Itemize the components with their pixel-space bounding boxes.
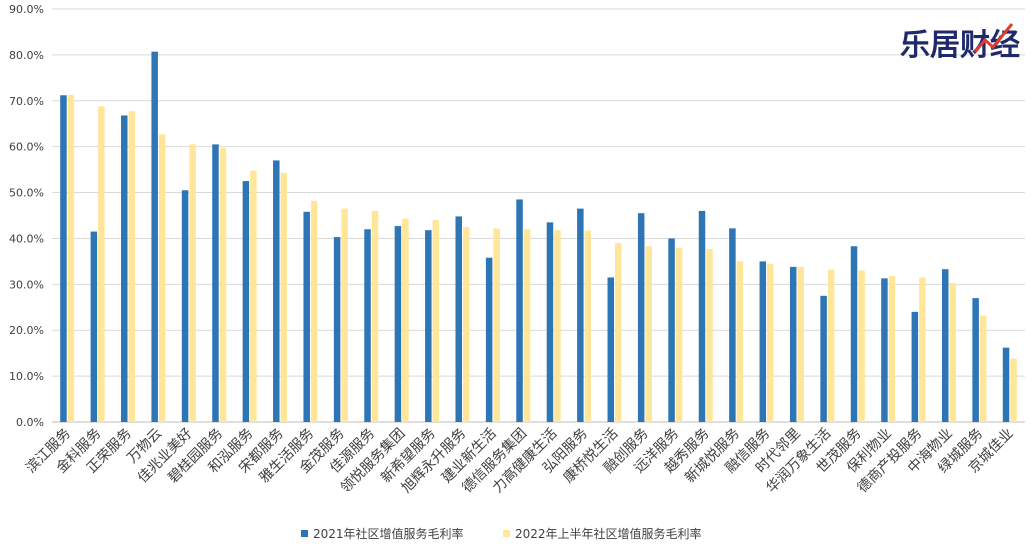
bar-series-2022h1: [371, 210, 379, 422]
bar-series-2022h1: [979, 315, 987, 422]
bar-series-2021: [668, 238, 675, 422]
bar-series-2022h1: [615, 243, 622, 422]
bar-series-2021: [820, 295, 827, 422]
bar-series-2021: [455, 216, 462, 422]
bar-series-2022h1: [250, 170, 257, 422]
bar-series-2021: [972, 298, 979, 422]
bar-series-2022h1: [554, 230, 561, 422]
legend-label: 2021年社区增值服务毛利率: [313, 526, 464, 541]
y-tick-label: 40.0%: [9, 232, 44, 245]
bar-series-2021: [759, 261, 767, 422]
y-tick-label: 60.0%: [9, 141, 44, 154]
bar-series-2021: [151, 51, 158, 422]
bar-series-2022h1: [310, 200, 318, 422]
bar-series-2021: [303, 211, 310, 422]
bar-series-2022h1: [219, 148, 227, 422]
y-tick-label: 80.0%: [9, 49, 44, 62]
bar-series-2022h1: [858, 270, 865, 422]
y-tick-label: 30.0%: [9, 278, 44, 291]
bar-series-2021: [60, 95, 67, 422]
bar-series-2022h1: [797, 266, 804, 422]
bar-series-2022h1: [736, 261, 744, 422]
bar-series-2021: [911, 311, 919, 422]
bar-series-2021: [941, 269, 949, 422]
bar-series-2022h1: [462, 226, 470, 422]
y-tick-label: 90.0%: [9, 3, 44, 16]
bar-series-2021: [1002, 347, 1010, 422]
bar-series-2022h1: [128, 111, 136, 423]
bar-series-2021: [698, 210, 706, 422]
bar-series-2021: [425, 230, 432, 422]
bar-series-2021: [729, 228, 736, 422]
bar-series-2021: [546, 222, 554, 422]
watermark-accent-icon: [973, 23, 1014, 53]
bar-series-2022h1: [919, 277, 926, 422]
gridlines: [52, 8, 1025, 423]
bar-series-2021: [485, 257, 493, 422]
y-tick-label: 50.0%: [9, 187, 44, 200]
bar-series-2022h1: [341, 208, 348, 422]
bar-series-2021: [212, 144, 219, 422]
legend-swatch: [503, 530, 510, 537]
bar-series-2021: [789, 266, 797, 422]
bar-series-2022h1: [280, 172, 288, 422]
bar-series-2021: [881, 278, 888, 422]
y-tick-label: 20.0%: [9, 324, 44, 337]
bar-series-2022h1: [888, 276, 896, 422]
bar-series-2022h1: [189, 144, 196, 422]
y-axis-ticks: 0.0% 10.0% 20.0% 30.0% 40.0% 50.0% 60.0% 70.0% 8…: [9, 3, 44, 429]
bar-series-2022h1: [675, 247, 683, 422]
y-tick-label: 10.0%: [9, 370, 44, 383]
bar-series-2021: [181, 190, 189, 422]
bar-series-2021: [242, 181, 250, 422]
bar-series-2021: [637, 213, 645, 422]
bar-series-2022h1: [402, 218, 409, 422]
bar-series-2022h1: [706, 248, 713, 422]
watermark-text: 乐居财经: [900, 28, 1020, 63]
legend-label: 2022年上半年社区增值服务毛利率: [515, 526, 702, 541]
bar-series-2022h1: [949, 282, 956, 422]
legend-swatch: [301, 530, 308, 537]
watermark-logo: 乐居财经: [900, 23, 1020, 63]
bar-series-2021: [90, 231, 98, 422]
bar-series-2021: [273, 160, 280, 422]
bar-series-2021: [577, 208, 584, 422]
bars: [60, 51, 1017, 423]
bar-series-2022h1: [493, 228, 500, 422]
bar-series-2022h1: [158, 134, 166, 422]
bar-series-2022h1: [767, 263, 774, 422]
bar-series-2022h1: [645, 246, 652, 422]
bar-series-2021: [333, 237, 341, 422]
y-tick-label: 0.0%: [16, 416, 44, 429]
y-tick-label: 70.0%: [9, 95, 44, 108]
bar-series-2021: [607, 277, 615, 422]
bar-series-2021: [516, 199, 523, 422]
bar-series-2021: [394, 226, 402, 422]
bar-series-2022h1: [523, 229, 531, 422]
bar-series-2021: [850, 246, 858, 422]
bar-series-2021: [121, 115, 128, 422]
bar-series-2022h1: [584, 230, 592, 422]
bar-series-2022h1: [1010, 358, 1017, 422]
bar-series-2022h1: [98, 106, 105, 422]
legend: 2021年社区增值服务毛利率 2022年上半年社区增值服务毛利率: [301, 526, 702, 541]
bar-series-2022h1: [432, 220, 440, 422]
bar-series-2022h1: [67, 94, 75, 422]
bar-series-2022h1: [827, 269, 835, 422]
x-axis-labels: 滨江服务金科服务正荣服务万物云佳兆业美好碧桂园服务和泓服务宋都服务雅生活服务金茂…: [23, 425, 1017, 496]
bar-series-2021: [364, 229, 371, 422]
